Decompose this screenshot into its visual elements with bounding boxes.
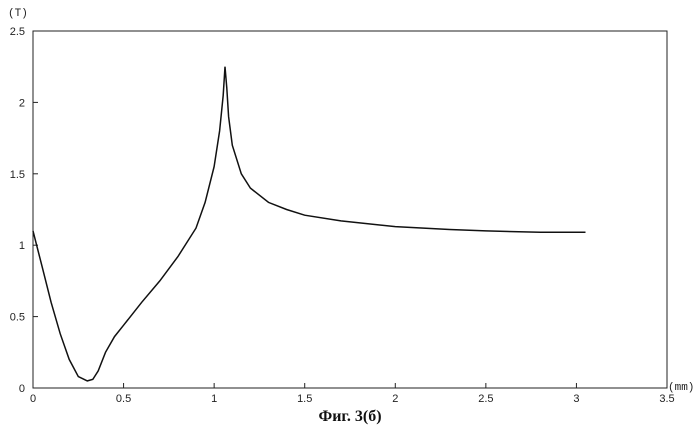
y-tick-label: 2: [19, 97, 25, 109]
x-tick-label: 3.5: [659, 393, 674, 405]
x-tick-label: 2.5: [478, 393, 493, 405]
figure-caption: Фиг. 3(б): [0, 408, 700, 426]
plot-frame: [33, 31, 667, 388]
axis-ticks: [33, 31, 667, 388]
y-axis-label: (T): [8, 8, 28, 20]
x-tick-label: 2: [392, 393, 398, 405]
y-tick-label: 0.5: [10, 312, 25, 324]
y-tick-label: 1: [19, 240, 25, 252]
y-tick-label: 2.5: [10, 26, 25, 38]
y-tick-label: 1.5: [10, 169, 25, 181]
x-axis-label: (mm): [668, 382, 694, 394]
x-tick-label: 3: [573, 393, 579, 405]
series-line: [33, 67, 586, 381]
x-tick-label: 1.5: [297, 393, 312, 405]
x-tick-label: 0: [30, 393, 36, 405]
x-tick-label: 0.5: [116, 393, 131, 405]
x-tick-label: 1: [211, 393, 217, 405]
tick-labels: 0 0.5 1 1.5 2 2.5 3 3.5 0 0.5 1 1.5 2 2.5: [10, 26, 675, 405]
y-tick-label: 0: [19, 383, 25, 395]
